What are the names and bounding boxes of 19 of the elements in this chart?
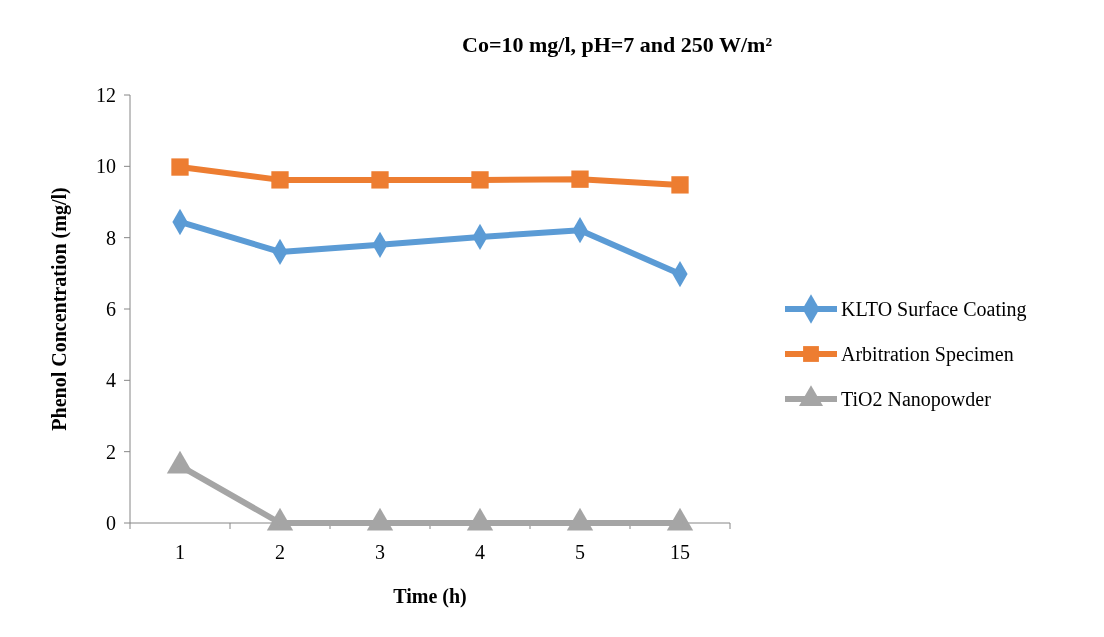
x-tick-label: 5 <box>575 541 585 563</box>
x-tick-label: 4 <box>475 541 485 563</box>
x-tick-label: 2 <box>275 541 285 563</box>
x-axis-title: Time (h) <box>393 585 467 608</box>
y-tick-label: 6 <box>106 298 116 320</box>
x-tick-label: 3 <box>375 541 385 563</box>
legend-label: Arbitration Specimen <box>841 343 1014 366</box>
legend-label: KLTO Surface Coating <box>841 298 1027 321</box>
legend-label: TiO2 Nanopowder <box>841 388 992 411</box>
y-tick-label: 8 <box>106 226 116 249</box>
chart-title: Co=10 mg/l, pH=7 and 250 W/m² <box>462 32 773 57</box>
y-tick-label: 12 <box>96 84 116 106</box>
y-tick-label: 0 <box>106 512 116 534</box>
x-tick-label: 1 <box>175 541 185 563</box>
y-tick-label: 10 <box>96 155 116 178</box>
y-tick-label: 4 <box>106 369 116 392</box>
x-tick-label: 15 <box>670 541 690 563</box>
y-tick-label: 2 <box>106 440 116 463</box>
y-axis-title: Phenol Concentration (mg/l) <box>48 187 71 431</box>
